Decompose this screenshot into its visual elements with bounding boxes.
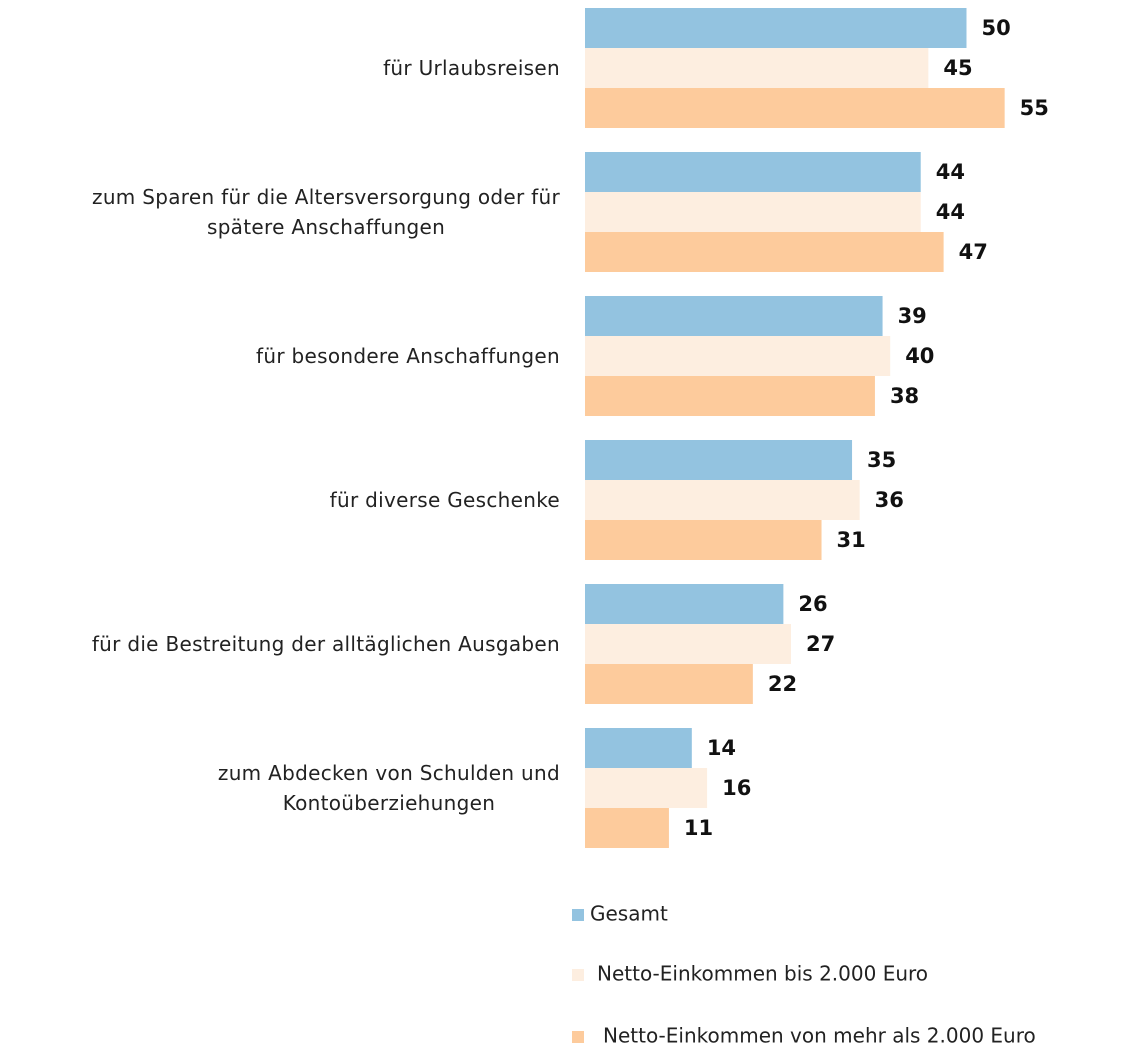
value-label: 39 [898,304,927,328]
category-label-box: für Urlaubsreisen [0,8,560,128]
bar [585,480,860,520]
legend-swatch [572,909,584,921]
value-label: 26 [798,592,827,616]
value-label: 11 [684,816,713,840]
bar [585,192,921,232]
category-label: zum Abdecken von Schulden und Kontoüberz… [217,761,560,815]
bar [585,808,669,848]
bar [585,440,853,480]
category-label-box: für besondere Anschaffungen [0,296,560,416]
value-label: 16 [722,776,751,800]
bar [585,584,784,624]
value-label: 45 [943,56,972,80]
bar [585,336,891,376]
bar [585,728,692,768]
value-label: 44 [936,160,965,184]
value-label: 40 [905,344,934,368]
value-label: 14 [707,736,736,760]
value-label: 27 [806,632,835,656]
legend-swatch [572,969,584,981]
value-label: 35 [867,448,896,472]
bar [585,152,921,192]
legend-label: Gesamt [590,902,668,926]
bar [585,664,753,704]
value-label: 22 [768,672,797,696]
bar [585,48,929,88]
category-label: für diverse Geschenke [329,488,560,512]
value-label: 38 [890,384,919,408]
category-label: für Urlaubsreisen [383,56,560,80]
value-label: 44 [936,200,965,224]
category-label-box: zum Abdecken von Schulden und Kontoüberz… [0,728,560,848]
bar [585,88,1005,128]
category-label-box: für diverse Geschenke [0,440,560,560]
category-label: für die Bestreitung der alltäglichen Aus… [91,632,560,656]
legend-swatch [572,1031,584,1043]
bar [585,232,944,272]
category-label-box: für die Bestreitung der alltäglichen Aus… [0,584,560,704]
bar [585,8,967,48]
bar [585,768,708,808]
category-label: für besondere Anschaffungen [256,344,560,368]
value-label: 47 [959,240,988,264]
value-label: 55 [1020,96,1049,120]
bar [585,520,822,560]
value-label: 50 [982,16,1011,40]
legend-label: Netto-Einkommen bis 2.000 Euro [597,962,928,986]
legend-label: Netto-Einkommen von mehr als 2.000 Euro [603,1024,1036,1048]
bar [585,296,883,336]
category-label: zum Sparen für die Altersversorgung oder… [92,185,560,239]
value-label: 31 [837,528,866,552]
category-label-box: zum Sparen für die Altersversorgung oder… [0,152,560,272]
value-label: 36 [875,488,904,512]
bar [585,624,792,664]
bar [585,376,875,416]
